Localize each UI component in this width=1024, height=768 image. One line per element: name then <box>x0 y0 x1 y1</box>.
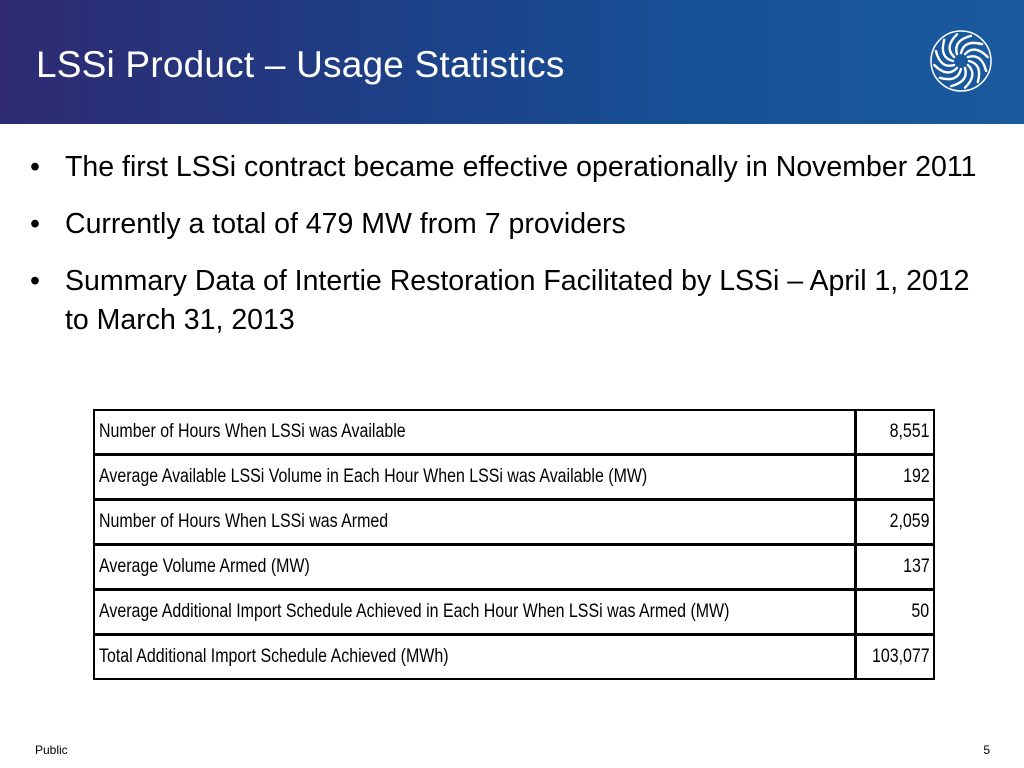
table-row: Average Volume Armed (MW) 137 <box>95 546 934 591</box>
swirl-petal <box>959 41 984 55</box>
swirl-petal <box>933 63 959 74</box>
spiral-swirl-icon <box>930 30 992 92</box>
swirl-petal <box>963 63 974 89</box>
table-row: Number of Hours When LSSi was Available … <box>95 411 934 456</box>
page-number: 5 <box>983 743 990 757</box>
bullet-marker: • <box>30 265 40 297</box>
swirl-petal <box>963 48 989 59</box>
swirl-petal <box>967 59 981 84</box>
slide-title: LSSi Product – Usage Statistics <box>36 44 565 85</box>
bullet-text: The first LSSi contract became effective… <box>65 151 977 183</box>
bullet-item: • The first LSSi contract became effecti… <box>30 148 990 187</box>
row-label: Average Available LSSi Volume in Each Ho… <box>95 456 857 501</box>
row-value: 8,551 <box>856 411 934 456</box>
bullet-text: Currently a total of 479 MW from 7 provi… <box>65 208 626 240</box>
row-value: 2,059 <box>856 501 934 546</box>
footer-classification: Public <box>35 743 68 757</box>
row-value: 50 <box>856 591 934 636</box>
bullet-list: • The first LSSi contract became effecti… <box>30 148 990 358</box>
bullet-marker: • <box>30 208 40 240</box>
swirl-petal <box>948 33 959 59</box>
lssi-statistics-table: Number of Hours When LSSi was Available … <box>93 409 936 680</box>
table-row: Average Available LSSi Volume in Each Ho… <box>95 456 934 501</box>
table-row: Average Additional Import Schedule Achie… <box>95 591 934 636</box>
row-label: Average Volume Armed (MW) <box>95 546 857 591</box>
row-value: 192 <box>856 456 934 501</box>
row-label: Number of Hours When LSSi was Armed <box>95 501 857 546</box>
swirl-petal <box>955 34 973 56</box>
swirl-petal <box>934 49 956 67</box>
swirl-petal <box>949 66 967 88</box>
bullet-item: • Summary Data of Intertie Restoration F… <box>30 262 990 340</box>
row-value: 103,077 <box>871 646 930 667</box>
row-label: Total Additional Import Schedule Achieve… <box>95 636 857 678</box>
bullet-marker: • <box>30 151 40 183</box>
slide-header: LSSi Product – Usage Statistics <box>0 0 1024 124</box>
aeso-logo <box>862 30 1002 105</box>
swirl-petal <box>938 67 963 81</box>
bullet-text: Summary Data of Intertie Restoration Fac… <box>65 265 970 336</box>
table-row: Number of Hours When LSSi was Armed 2,05… <box>95 501 934 546</box>
row-label: Average Additional Import Schedule Achie… <box>95 591 857 636</box>
table-row: Total Additional Import Schedule Achieve… <box>95 636 933 678</box>
bullet-item: • Currently a total of 479 MW from 7 pro… <box>30 205 990 244</box>
row-label: Number of Hours When LSSi was Available <box>95 411 857 456</box>
swirl-petal <box>941 38 955 63</box>
row-value: 137 <box>856 546 934 591</box>
swirl-petal <box>966 55 988 73</box>
